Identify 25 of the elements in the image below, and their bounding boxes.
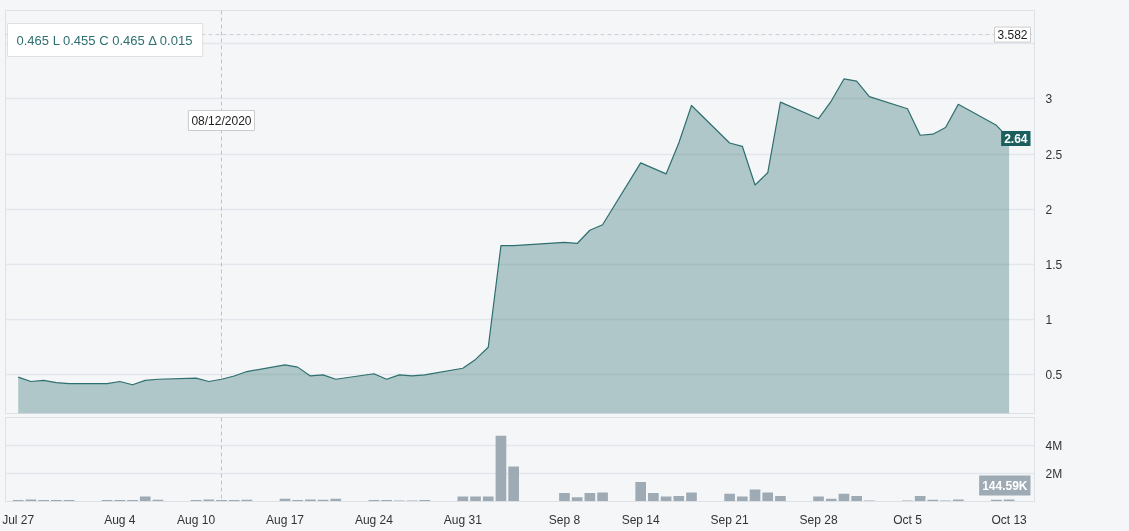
x-tick-label: Sep 28	[799, 512, 838, 527]
annotation: 144.59K	[982, 478, 1028, 493]
x-tick-label: Sep 21	[710, 512, 749, 527]
x-tick-label: Oct 13	[991, 512, 1028, 527]
ref-line-label: 3.582	[997, 28, 1028, 43]
annotation: 0.465 L 0.455 C 0.465 Δ 0.015	[16, 32, 193, 48]
x-tick-label: Aug 4	[104, 512, 136, 527]
data-label: 2.64	[1004, 132, 1028, 147]
x-tick-label: Sep 14	[621, 512, 661, 527]
x-tick-label: Jul 27	[2, 512, 35, 527]
y-tick-label: 3	[1045, 92, 1053, 107]
y-tick-label: 1	[1045, 313, 1053, 328]
ref-line-label: 08/12/2020	[191, 113, 252, 128]
x-tick-label: Aug 17	[265, 512, 305, 527]
y-tick-label: 2	[1045, 202, 1053, 217]
y-tick-label: 0.5	[1045, 368, 1063, 383]
y-tick-label: 4M	[1045, 438, 1063, 453]
x-tick-label: Aug 10	[177, 512, 216, 527]
y-tick-label: 2.5	[1045, 147, 1063, 162]
y-tick-label: 1.5	[1045, 257, 1063, 272]
y-tick-label: 2M	[1045, 466, 1063, 481]
x-tick-label: Sep 8	[548, 512, 581, 527]
x-tick-label: Aug 24	[354, 512, 394, 527]
x-tick-label: Oct 5	[893, 512, 923, 527]
x-tick-label: Aug 31	[443, 512, 483, 527]
